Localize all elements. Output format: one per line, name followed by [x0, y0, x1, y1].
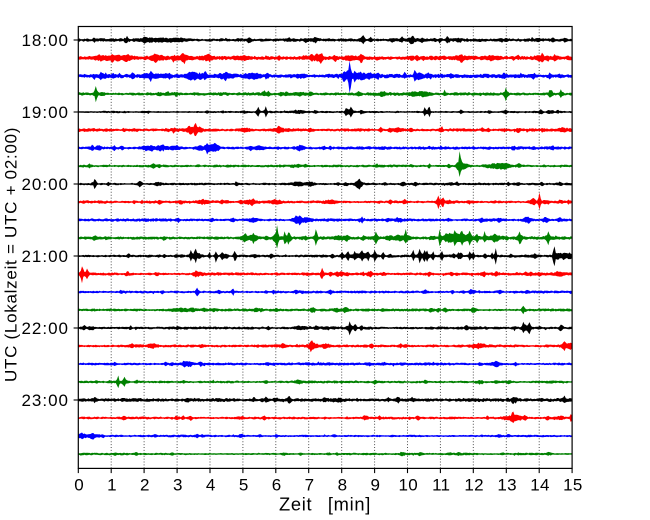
svg-text:9: 9 [371, 475, 381, 494]
svg-text:4: 4 [206, 475, 216, 494]
svg-text:3: 3 [173, 475, 183, 494]
svg-text:7: 7 [305, 475, 315, 494]
svg-text:6: 6 [272, 475, 282, 494]
svg-text:21:00: 21:00 [21, 247, 69, 266]
svg-text:Zeit [min]: Zeit [min] [279, 494, 371, 515]
svg-text:2: 2 [140, 475, 150, 494]
svg-text:13: 13 [497, 475, 517, 494]
svg-text:15: 15 [563, 475, 583, 494]
svg-text:18:00: 18:00 [21, 31, 69, 50]
svg-text:14: 14 [530, 475, 550, 494]
svg-text:0: 0 [74, 475, 84, 494]
svg-text:10: 10 [399, 475, 419, 494]
svg-text:1: 1 [107, 475, 117, 494]
svg-text:UTC (Lokalzeit = UTC + 02:00): UTC (Lokalzeit = UTC + 02:00) [2, 127, 21, 382]
svg-text:12: 12 [464, 475, 484, 494]
svg-text:22:00: 22:00 [21, 319, 69, 338]
svg-text:23:00: 23:00 [21, 391, 69, 410]
svg-text:20:00: 20:00 [21, 175, 69, 194]
svg-text:19:00: 19:00 [21, 103, 69, 122]
svg-text:11: 11 [432, 475, 450, 494]
svg-text:8: 8 [338, 475, 348, 494]
svg-text:5: 5 [239, 475, 249, 494]
